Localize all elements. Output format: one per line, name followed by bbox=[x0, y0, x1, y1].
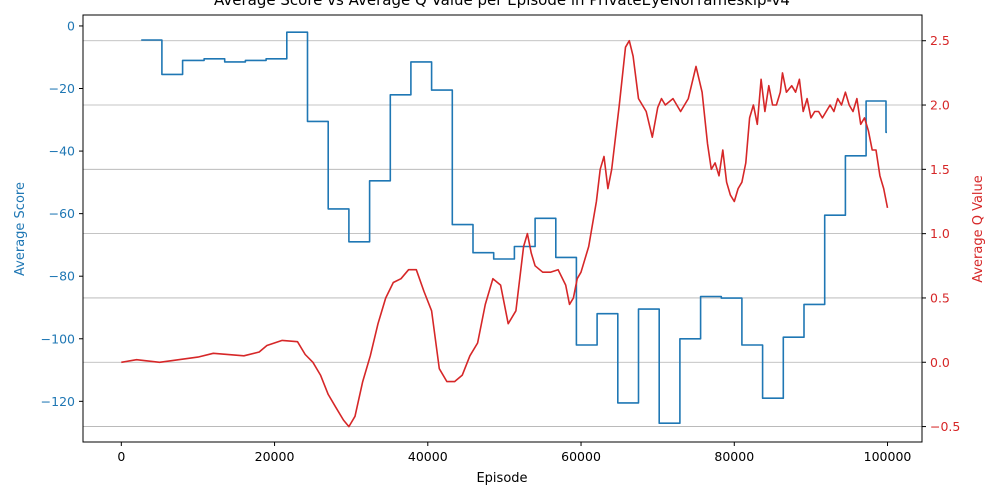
x-tick-label: 40000 bbox=[408, 449, 448, 464]
right-y-tick-label: −0.5 bbox=[930, 419, 960, 434]
average-score-line bbox=[141, 31, 887, 424]
plot-frame bbox=[82, 14, 923, 443]
left-y-tick-label: −20 bbox=[49, 81, 75, 96]
left-y-tick-label: −40 bbox=[49, 144, 75, 159]
right-y-tick-label: 1.5 bbox=[930, 162, 950, 177]
right-y-axis-label: Average Q Value bbox=[971, 175, 986, 283]
right-y-tick-label: 2.5 bbox=[930, 33, 950, 48]
left-y-tick-label: −100 bbox=[41, 331, 75, 346]
series-layer bbox=[121, 31, 889, 428]
chart-title: Average Score vs Average Q Value per Epi… bbox=[214, 0, 790, 9]
right-y-tick-label: 0.5 bbox=[930, 290, 950, 305]
x-tick-label: 60000 bbox=[561, 449, 601, 464]
right-y-tick-label: 0.0 bbox=[930, 355, 950, 370]
x-tick-label: 0 bbox=[117, 449, 125, 464]
gridlines bbox=[83, 40, 922, 427]
average-q-value-line bbox=[121, 39, 889, 428]
x-tick-label: 80000 bbox=[714, 449, 754, 464]
x-axis-ticks: 0 20000 40000 60000 80000 100000 bbox=[117, 442, 911, 464]
left-y-axis-label: Average Score bbox=[13, 182, 28, 276]
right-y-tick-label: 2.0 bbox=[930, 98, 950, 113]
left-y-tick-label: −120 bbox=[41, 394, 75, 409]
left-y-tick-label: 0 bbox=[67, 18, 75, 33]
right-y-axis-ticks: 2.5 2.0 1.5 1.0 0.5 0.0 −0.5 bbox=[922, 33, 960, 434]
x-tick-label: 100000 bbox=[864, 449, 912, 464]
left-y-tick-label: −80 bbox=[49, 269, 75, 284]
right-y-tick-label: 1.0 bbox=[930, 226, 950, 241]
left-y-axis-ticks: 0 −20 −40 −60 −80 −100 −120 bbox=[41, 18, 83, 409]
x-axis-label: Episode bbox=[476, 471, 527, 486]
x-tick-label: 20000 bbox=[255, 449, 295, 464]
left-y-tick-label: −60 bbox=[49, 206, 75, 221]
